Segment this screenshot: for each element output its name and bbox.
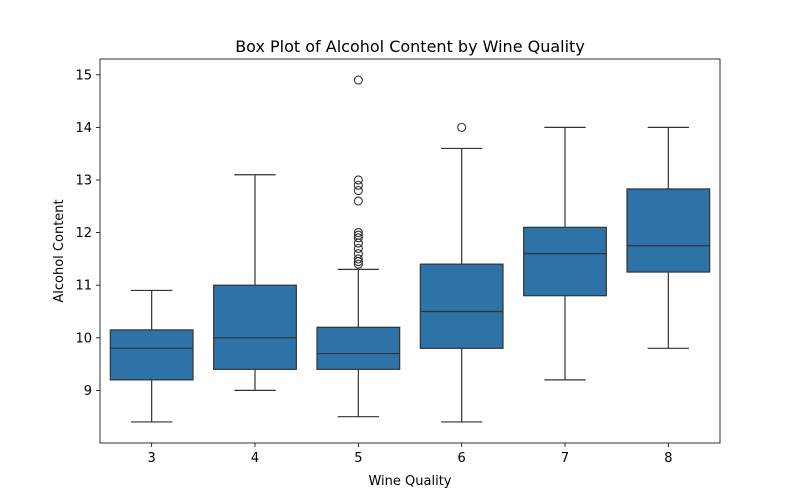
outlier-point <box>353 228 363 238</box>
y-tick-label: 10 <box>75 331 92 346</box>
iqr-box <box>213 284 297 370</box>
outlier-point <box>353 254 363 264</box>
outlier-point <box>353 175 363 185</box>
chart-title: Box Plot of Alcohol Content by Wine Qual… <box>235 37 585 56</box>
y-tick-label: 12 <box>75 226 92 241</box>
y-tick-label: 14 <box>75 121 92 136</box>
y-tick-label: 15 <box>75 68 92 83</box>
iqr-box <box>316 326 401 370</box>
outlier-point <box>353 180 363 190</box>
iqr-box <box>626 188 711 273</box>
plot-frame <box>99 58 721 444</box>
box-group-quality-6 <box>419 122 504 423</box>
y-axis: 9 10 11 12 13 14 15 <box>75 68 100 399</box>
box-group-quality-8 <box>626 126 711 349</box>
y-tick-label: 13 <box>75 173 92 188</box>
iqr-box <box>419 263 504 349</box>
y-axis-label: Alcohol Content <box>52 199 67 302</box>
outlier-point <box>353 249 363 259</box>
outlier-point <box>353 185 363 196</box>
box-group-quality-5 <box>316 75 401 418</box>
outlier-point <box>353 233 363 243</box>
iqr-box <box>523 226 607 297</box>
x-tick-label: 6 <box>458 451 466 466</box>
y-tick-label: 9 <box>84 384 92 399</box>
box-group-quality-3 <box>109 289 194 423</box>
iqr-box <box>109 329 194 381</box>
boxes-layer <box>109 75 711 423</box>
x-tick-label: 8 <box>664 451 672 466</box>
outlier-point <box>353 196 363 206</box>
x-axis-label: Wine Quality <box>368 474 451 489</box>
x-axis: 3 4 5 6 7 8 <box>148 443 672 466</box>
outlier-point <box>353 259 363 269</box>
x-tick-label: 5 <box>354 451 362 466</box>
outlier-point <box>457 122 467 132</box>
outlier-point <box>353 243 363 253</box>
x-tick-label: 4 <box>251 451 259 466</box>
x-tick-label: 7 <box>561 451 569 466</box>
outlier-point <box>353 75 363 85</box>
box-group-quality-7 <box>523 126 607 381</box>
y-tick-label: 11 <box>75 279 92 294</box>
x-tick-label: 3 <box>148 451 156 466</box>
outlier-point <box>353 230 363 240</box>
box-group-quality-4 <box>213 174 297 391</box>
